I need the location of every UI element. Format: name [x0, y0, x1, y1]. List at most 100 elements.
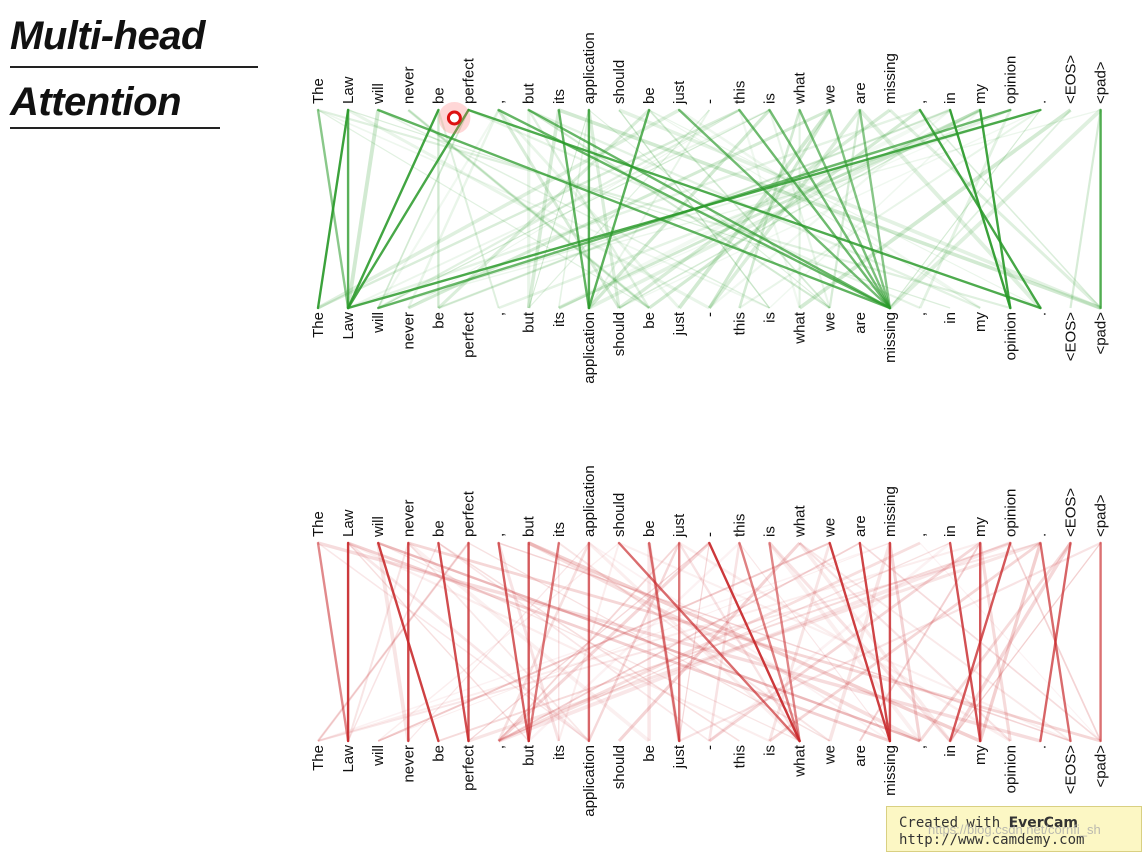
attention-link[interactable]: [437, 541, 470, 743]
token-label[interactable]: what: [792, 71, 809, 105]
token-label[interactable]: opinion: [1002, 56, 1019, 104]
token-label[interactable]: <pad>: [1093, 312, 1110, 355]
token-label[interactable]: opinion: [1002, 312, 1019, 360]
token-label[interactable]: application: [581, 32, 598, 104]
attention-link[interactable]: [316, 541, 350, 743]
token-label[interactable]: ,: [491, 312, 508, 316]
token-label[interactable]: we: [822, 518, 839, 538]
token-label[interactable]: we: [822, 745, 839, 765]
token-label[interactable]: application: [581, 745, 598, 817]
token-label[interactable]: opinion: [1002, 745, 1019, 793]
attention-link[interactable]: [858, 541, 892, 743]
attention-link[interactable]: [497, 541, 530, 743]
attention-link[interactable]: [768, 108, 892, 310]
token-label[interactable]: be: [430, 312, 447, 329]
token-label[interactable]: its: [551, 312, 568, 327]
token-label[interactable]: opinion: [1002, 489, 1019, 537]
token-label[interactable]: will: [370, 312, 387, 334]
attention-link[interactable]: [828, 108, 892, 310]
token-label[interactable]: .: [1032, 533, 1049, 537]
token-label[interactable]: perfect: [461, 490, 478, 537]
token-label[interactable]: be: [430, 87, 447, 104]
token-label[interactable]: never: [400, 66, 417, 104]
attention-link[interactable]: [467, 108, 1042, 310]
token-label[interactable]: but: [521, 515, 538, 537]
attention-link[interactable]: [316, 108, 350, 310]
token-label[interactable]: Law: [340, 312, 357, 340]
token-label[interactable]: -: [701, 99, 718, 104]
token-label[interactable]: is: [762, 526, 779, 537]
token-label[interactable]: will: [370, 83, 387, 105]
token-label[interactable]: in: [942, 745, 959, 757]
token-label[interactable]: missing: [882, 745, 899, 796]
token-label[interactable]: The: [310, 511, 327, 537]
token-label[interactable]: is: [762, 93, 779, 104]
token-label[interactable]: The: [310, 745, 327, 771]
token-label[interactable]: be: [641, 87, 658, 104]
token-label[interactable]: -: [701, 745, 718, 750]
token-label[interactable]: but: [521, 82, 538, 104]
attention-link[interactable]: [918, 108, 1042, 310]
attention-link[interactable]: [346, 108, 470, 310]
token-label[interactable]: should: [611, 745, 628, 789]
attention-link[interactable]: [1039, 541, 1072, 743]
token-label[interactable]: be: [641, 520, 658, 537]
attention-link[interactable]: [617, 541, 801, 743]
token-label[interactable]: missing: [882, 312, 899, 363]
token-label[interactable]: are: [852, 515, 869, 537]
token-label[interactable]: what: [792, 311, 809, 345]
token-label[interactable]: my: [972, 517, 989, 537]
token-label[interactable]: are: [852, 312, 869, 334]
token-label[interactable]: never: [400, 745, 417, 783]
token-label[interactable]: will: [370, 516, 387, 538]
token-label[interactable]: is: [762, 312, 779, 323]
attention-link[interactable]: [587, 108, 651, 310]
token-label[interactable]: just: [671, 744, 688, 769]
token-label[interactable]: never: [400, 312, 417, 350]
attention-link[interactable]: [527, 108, 892, 310]
token-label[interactable]: missing: [882, 486, 899, 537]
token-label[interactable]: .: [1032, 100, 1049, 104]
attention-link[interactable]: [377, 108, 1012, 310]
token-label[interactable]: ,: [912, 745, 929, 749]
token-label[interactable]: The: [310, 78, 327, 104]
token-label[interactable]: <pad>: [1093, 494, 1110, 537]
token-label[interactable]: <EOS>: [1063, 55, 1080, 104]
token-label[interactable]: .: [1032, 745, 1049, 749]
token-label[interactable]: just: [671, 311, 688, 336]
token-label[interactable]: are: [852, 745, 869, 767]
attention-link[interactable]: [948, 541, 1012, 743]
token-label[interactable]: will: [370, 745, 387, 767]
token-label[interactable]: in: [942, 312, 959, 324]
attention-link[interactable]: [708, 541, 801, 743]
token-label[interactable]: .: [1032, 312, 1049, 316]
token-label[interactable]: this: [731, 514, 748, 537]
token-label[interactable]: Law: [340, 745, 357, 773]
token-label[interactable]: this: [731, 312, 748, 335]
token-label[interactable]: my: [972, 312, 989, 332]
token-label[interactable]: -: [701, 312, 718, 317]
attention-link[interactable]: [948, 541, 982, 743]
token-label[interactable]: should: [611, 493, 628, 537]
token-label[interactable]: be: [430, 745, 447, 762]
token-label[interactable]: my: [972, 84, 989, 104]
token-label[interactable]: be: [641, 312, 658, 329]
token-label[interactable]: never: [400, 499, 417, 537]
attention-link[interactable]: [979, 108, 1012, 310]
token-label[interactable]: perfect: [461, 311, 478, 358]
token-label[interactable]: ,: [912, 533, 929, 537]
token-label[interactable]: just: [671, 513, 688, 538]
attention-link[interactable]: [768, 541, 801, 743]
token-label[interactable]: perfect: [461, 744, 478, 791]
token-label[interactable]: its: [551, 745, 568, 760]
token-label[interactable]: ,: [491, 533, 508, 537]
token-label[interactable]: ,: [491, 100, 508, 104]
token-label[interactable]: in: [942, 525, 959, 537]
token-label[interactable]: are: [852, 82, 869, 104]
token-label[interactable]: but: [521, 744, 538, 766]
attention-link[interactable]: [647, 541, 681, 743]
attention-link[interactable]: [377, 108, 892, 310]
token-label[interactable]: <pad>: [1093, 745, 1110, 788]
attention-link[interactable]: [858, 108, 892, 310]
